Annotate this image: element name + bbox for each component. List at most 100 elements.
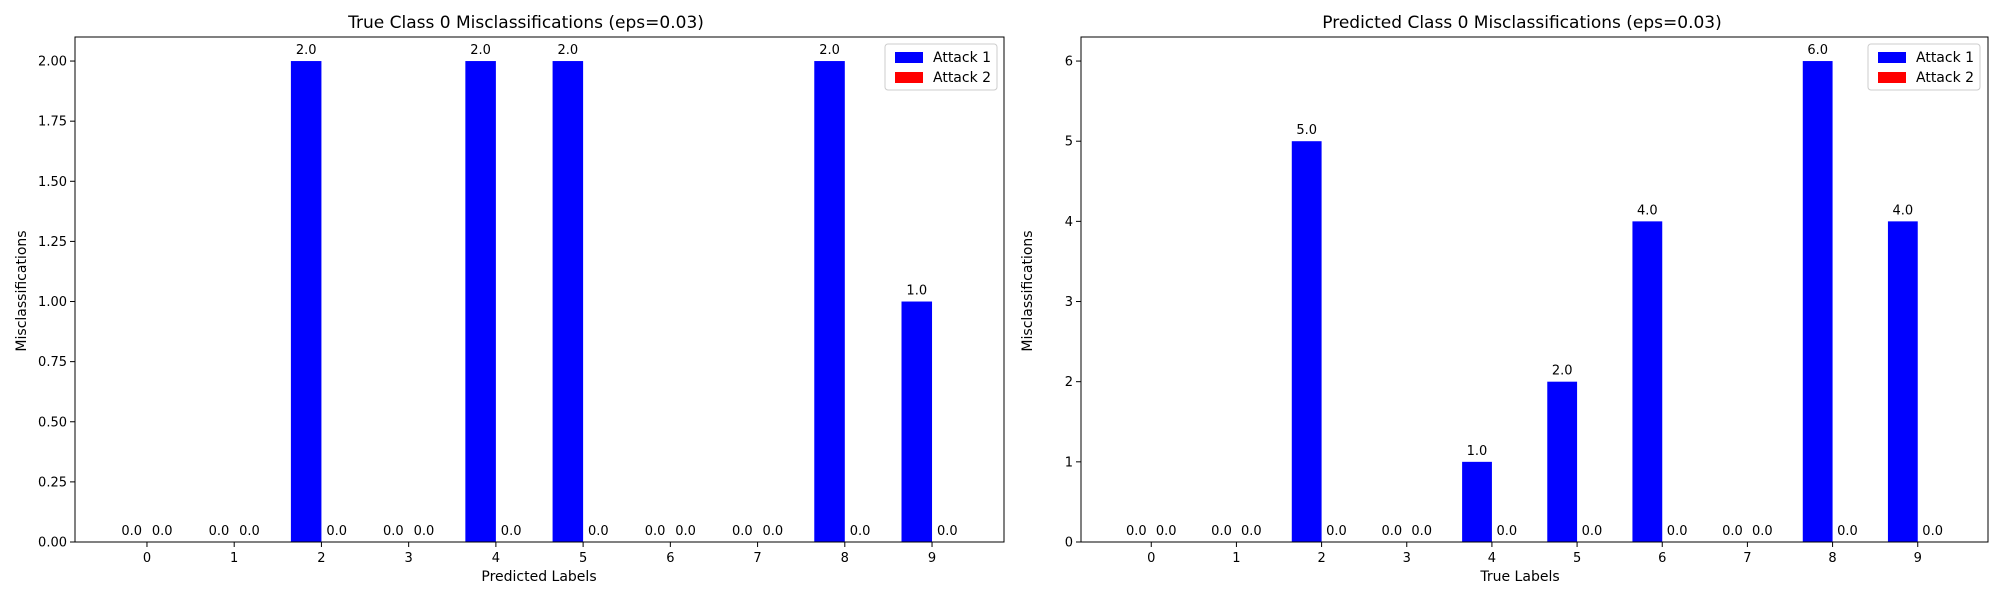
y-axis-label: Misclassifications [14,230,30,351]
plot-area: 0.0 0.02.00.02.0 2.00.0 0.02.01.00.0 0.0 0.0 0… [38,36,1005,566]
data-label: 0.0 [326,524,347,539]
x-tick-label: 7 [1743,551,1751,566]
legend-label-attack-1: Attack 1 [933,50,991,66]
x-tick-label: 9 [1914,551,1922,566]
legend-swatch-attack-2 [895,72,923,83]
data-label: 0.0 [937,524,958,539]
legend: Attack 1 Attack 2 [1867,43,1981,91]
data-label: 0.0 [732,524,753,539]
data-label: 0.0 [1411,524,1432,539]
x-tick-label: 1 [1232,551,1240,566]
data-label: 2.0 [1552,364,1573,379]
x-tick-label: 0 [1147,551,1155,566]
y-tick-label: 0.50 [38,415,67,430]
data-label: 2.0 [819,43,840,58]
y-tick-label: 0.00 [38,536,67,551]
bar-attack-1 [1462,461,1492,542]
legend-swatch-attack-1 [895,52,923,63]
data-label: 0.0 [121,524,142,539]
y-tick-label: 2 [1065,375,1073,390]
data-label: 2.0 [296,43,317,58]
data-label: 0.0 [1326,524,1347,539]
data-label: 1.0 [1467,444,1488,459]
x-tick-label: 0 [143,551,151,566]
data-label: 0.0 [762,524,783,539]
x-tick-label: 3 [1403,551,1411,566]
data-label: 6.0 [1807,43,1828,58]
chart-predicted-class-0: Predicted Class 0 Misclassifications (ep… [1020,13,1989,585]
chart-title: Predicted Class 0 Misclassifications (ep… [1322,13,1722,33]
y-tick-label: 0.75 [38,355,67,370]
bar-attack-1 [465,61,496,543]
x-tick-label: 5 [579,551,587,566]
bar-attack-1 [1291,141,1322,542]
x-tick-label: 2 [317,551,325,566]
y-tick-label: 1.00 [38,295,67,310]
y-tick-label: 6 [1065,55,1073,70]
x-tick-label: 6 [1658,551,1666,566]
legend-swatch-attack-2 [1878,72,1906,83]
data-label: 0.0 [675,524,696,539]
legend-label-attack-2: Attack 2 [933,70,991,86]
y-axis-label: Misclassifications [1020,230,1036,351]
data-label: 0.0 [1126,524,1147,539]
data-label: 0.0 [383,524,404,539]
chart-true-class-0: True Class 0 Misclassifications (eps=0.0… [14,13,1005,585]
data-label: 0.0 [239,524,260,539]
bar-attack-1 [901,301,933,542]
x-tick-label: 8 [1828,551,1836,566]
y-tick-label: 4 [1065,215,1073,230]
bar-attack-1 [814,61,845,543]
plot-area: 0.0 0.05.00.01.02.04.00.06.04.00.0 0.0 0.0 0… [1065,36,1989,566]
bar-attack-1 [1632,221,1663,542]
data-label: 0.0 [1382,524,1403,539]
axes-frame [1080,36,1989,543]
y-tick-label: 1.25 [38,235,67,250]
legend-label-attack-1: Attack 1 [1916,50,1974,66]
data-label: 4.0 [1892,203,1913,218]
data-label: 0.0 [1241,524,1262,539]
y-tick-label: 5 [1065,135,1073,150]
y-tick-label: 1 [1065,455,1073,470]
data-label: 0.0 [1922,524,1943,539]
data-label: 0.0 [645,524,666,539]
data-label: 0.0 [1156,524,1177,539]
data-label: 0.0 [850,524,871,539]
x-tick-label: 4 [492,551,500,566]
data-label: 0.0 [1582,524,1603,539]
bar-attack-1 [1887,221,1918,542]
x-tick-label: 2 [1317,551,1325,566]
data-label: 0.0 [1752,524,1773,539]
y-tick-label: 1.50 [38,175,67,190]
y-tick-label: 1.75 [38,115,67,130]
data-label: 0.0 [1722,524,1743,539]
y-tick-label: 3 [1065,295,1073,310]
data-label: 0.0 [1496,524,1517,539]
data-label: 0.0 [209,524,230,539]
x-axis-label: True Labels [1479,569,1559,585]
x-tick-label: 4 [1488,551,1496,566]
bar-attack-1 [1802,61,1833,543]
data-label: 0.0 [1667,524,1688,539]
x-tick-label: 8 [841,551,849,566]
data-label: 0.0 [501,524,522,539]
data-label: 2.0 [470,43,491,58]
legend-swatch-attack-1 [1878,52,1906,63]
data-label: 0.0 [152,524,173,539]
data-label: 0.0 [588,524,609,539]
data-label: 5.0 [1296,123,1317,138]
x-tick-label: 7 [753,551,761,566]
x-tick-label: 3 [405,551,413,566]
bar-attack-1 [1547,381,1578,542]
legend: Attack 1 Attack 2 [884,43,998,91]
x-tick-label: 5 [1573,551,1581,566]
x-axis-label: Predicted Labels [481,569,596,585]
data-label: 0.0 [414,524,435,539]
axes-frame [74,36,1005,543]
legend-label-attack-2: Attack 2 [1916,70,1974,86]
y-tick-label: 0 [1065,536,1073,551]
x-tick-label: 6 [666,551,674,566]
bar-attack-1 [552,61,584,543]
